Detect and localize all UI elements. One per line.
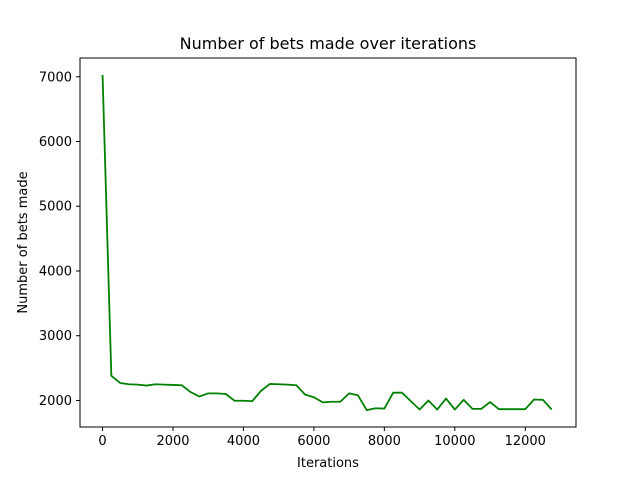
y-tick-label: 5000 bbox=[39, 200, 72, 215]
chart-title: Number of bets made over iterations bbox=[180, 34, 477, 53]
x-tick-label: 6000 bbox=[297, 434, 330, 449]
ticks-layer: 0 2000 4000 6000 8000 10000 12000 2000 3000 4000 5… bbox=[39, 70, 546, 449]
x-tick-label: 10000 bbox=[434, 434, 475, 449]
plot-frame bbox=[79, 57, 577, 428]
series-line bbox=[101, 74, 553, 412]
y-tick-label: 6000 bbox=[39, 135, 72, 150]
y-tick-label: 2000 bbox=[39, 394, 72, 409]
y-tick-label: 4000 bbox=[39, 264, 72, 279]
x-tick-label: 2000 bbox=[156, 434, 189, 449]
x-tick-label: 0 bbox=[98, 434, 106, 449]
y-axis-label: Number of bets made bbox=[16, 171, 31, 313]
y-tick-label: 7000 bbox=[39, 70, 72, 85]
x-tick-label: 12000 bbox=[505, 434, 546, 449]
x-tick-label: 8000 bbox=[368, 434, 401, 449]
x-tick-label: 4000 bbox=[227, 434, 260, 449]
y-tick-label: 3000 bbox=[39, 329, 72, 344]
x-axis-label: Iterations bbox=[297, 456, 359, 471]
